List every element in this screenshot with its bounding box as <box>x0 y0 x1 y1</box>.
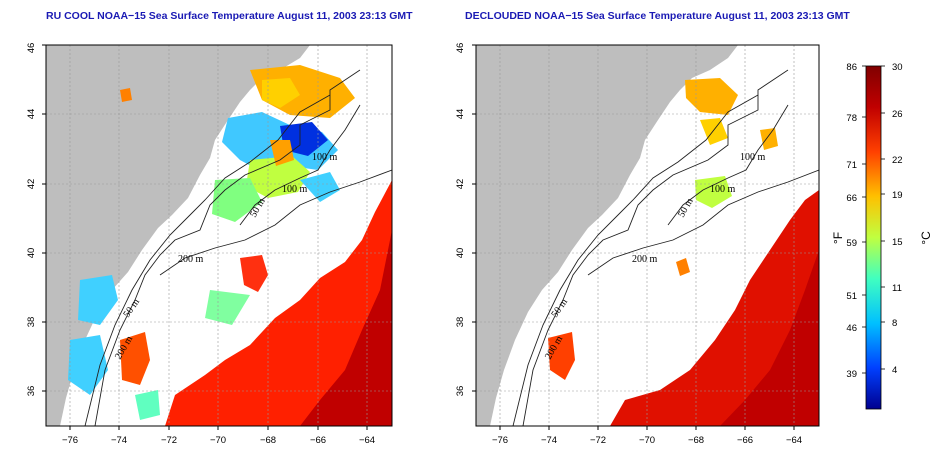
left-panel-title: RU COOL NOAA−15 Sea Surface Temperature … <box>46 10 413 22</box>
x-tick-label: −68 <box>688 435 704 446</box>
colorbar-f-tick: 71 <box>846 160 857 171</box>
x-tick-label: −66 <box>310 435 326 446</box>
colorbar-celsius-label: °C <box>919 231 933 245</box>
contour-label: 200 m <box>632 254 658 265</box>
colorbar-c-tick: 26 <box>892 109 903 120</box>
y-tick-label: 38 <box>26 317 37 328</box>
colorbar-c-tick: 30 <box>892 62 903 73</box>
x-tick-label: −76 <box>492 435 508 446</box>
left-map-panel: 200 m 100 m 100 m 50 m 50 m 200 m −76 −7… <box>26 43 393 446</box>
left-graticule <box>46 45 392 426</box>
contour-label: 100 m <box>710 184 736 195</box>
left-land-mass <box>46 45 310 426</box>
colorbar-fahrenheit-label: °F <box>831 232 845 244</box>
contour-label: 100 m <box>312 152 338 163</box>
temperature-colorbar: 86 78 71 66 59 51 46 39 30 26 22 19 15 1… <box>831 62 933 410</box>
colorbar-c-tick: 15 <box>892 237 903 248</box>
y-tick-label: 44 <box>455 109 466 120</box>
colorbar-c-tick: 19 <box>892 190 903 201</box>
x-tick-label: −64 <box>786 435 802 446</box>
colorbar-gradient <box>865 65 882 410</box>
colorbar-c-tick: 22 <box>892 155 903 166</box>
colorbar-c-tick: 8 <box>892 318 897 329</box>
left-map-border <box>45 44 393 427</box>
y-tick-label: 42 <box>26 179 37 190</box>
contour-label: 100 m <box>282 184 308 195</box>
y-tick-label: 44 <box>26 109 37 120</box>
y-tick-label: 40 <box>26 248 37 259</box>
x-tick-label: −68 <box>260 435 276 446</box>
colorbar-f-tick: 66 <box>846 193 857 204</box>
colorbar-fahrenheit-ticks: 86 78 71 66 59 51 46 39 <box>846 62 857 380</box>
left-x-ticks: −76 −74 −72 −70 −68 −66 −64 <box>62 435 375 446</box>
x-tick-label: −70 <box>639 435 655 446</box>
x-tick-label: −66 <box>737 435 753 446</box>
colorbar-f-tick: 59 <box>846 238 857 249</box>
colorbar-f-tick: 86 <box>846 62 857 73</box>
colorbar-f-tick: 39 <box>846 369 857 380</box>
y-tick-label: 40 <box>455 248 466 259</box>
y-tick-label: 36 <box>26 386 37 397</box>
right-y-ticks: 36 38 40 42 44 46 <box>455 43 466 397</box>
contour-label: 200 m <box>178 254 204 265</box>
y-tick-label: 46 <box>26 43 37 54</box>
x-tick-label: −70 <box>210 435 226 446</box>
y-tick-label: 36 <box>455 386 466 397</box>
right-map-panel: 200 m 100 m 100 m 50 m 50 m 200 m −76 −7… <box>455 43 820 446</box>
right-graticule <box>476 45 819 426</box>
y-tick-label: 38 <box>455 317 466 328</box>
x-tick-label: −74 <box>111 435 127 446</box>
left-y-ticks: 36 38 40 42 44 46 <box>26 43 37 397</box>
colorbar-c-tick: 11 <box>892 283 902 294</box>
colorbar-f-tick: 51 <box>846 291 857 302</box>
x-tick-label: −76 <box>62 435 78 446</box>
colorbar-f-tick: 78 <box>846 113 857 124</box>
y-tick-label: 42 <box>455 179 466 190</box>
colorbar-f-tick: 46 <box>846 323 857 334</box>
x-tick-label: −72 <box>590 435 606 446</box>
right-x-ticks: −76 −74 −72 −70 −68 −66 −64 <box>492 435 802 446</box>
right-panel-title: DECLOUDED NOAA−15 Sea Surface Temperatur… <box>465 10 850 22</box>
right-land-mass <box>476 45 738 426</box>
colorbar-c-tick: 4 <box>892 365 897 376</box>
left-sst-patches <box>68 65 392 426</box>
x-tick-label: −72 <box>161 435 177 446</box>
y-tick-label: 46 <box>455 43 466 54</box>
left-bathymetry-contours <box>84 69 392 426</box>
right-bathymetry-contours <box>512 69 819 426</box>
colorbar-celsius-ticks: 30 26 22 19 15 11 8 4 <box>892 62 903 376</box>
x-tick-label: −64 <box>359 435 375 446</box>
x-tick-label: −74 <box>541 435 557 446</box>
contour-label: 100 m <box>740 152 766 163</box>
